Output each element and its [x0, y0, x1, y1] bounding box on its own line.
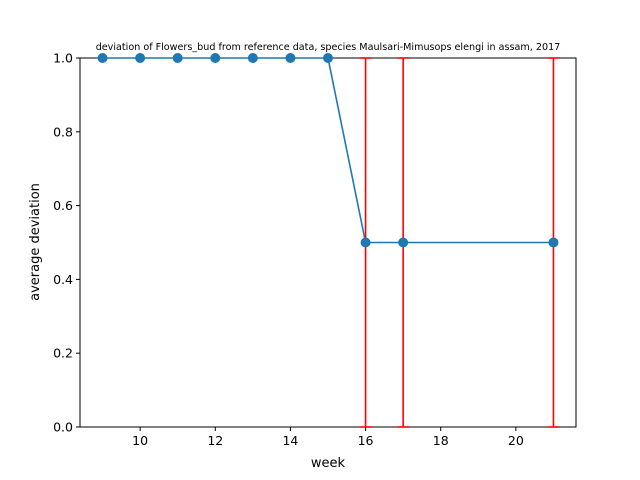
x-axis-label: week: [311, 456, 346, 471]
data-point: [247, 53, 258, 63]
y-tick-label: 1.0: [53, 51, 73, 66]
data-point: [210, 53, 221, 63]
x-tick-label: 10: [132, 433, 148, 448]
data-point: [172, 53, 183, 63]
y-tick-label: 0.0: [53, 420, 73, 435]
y-tick-label: 0.8: [53, 124, 73, 139]
plot-area: [79, 53, 577, 428]
x-tick-label: 20: [508, 433, 524, 448]
data-point: [398, 237, 409, 248]
series-line: [102, 57, 554, 244]
y-tick-label: 0.2: [53, 346, 73, 361]
data-point: [97, 53, 108, 63]
y-tick-label: 0.6: [53, 198, 73, 213]
data-point: [285, 53, 296, 63]
y-axis-ticks: 0.0 0.2 0.4 0.6 0.8 1.0: [53, 51, 80, 435]
y-axis-label: average deviation: [28, 183, 43, 301]
x-tick-label: 14: [282, 433, 298, 448]
chart-title: deviation of Flowers_bud from reference …: [96, 42, 561, 53]
x-axis-ticks: 10 12 14 16 18 20: [132, 427, 524, 448]
x-tick-label: 16: [358, 433, 374, 448]
data-point: [135, 53, 146, 63]
data-point: [323, 53, 333, 63]
data-point: [548, 237, 559, 248]
x-tick-label: 12: [207, 433, 223, 448]
x-tick-label: 18: [433, 433, 449, 448]
y-tick-label: 0.4: [53, 272, 73, 287]
data-point: [360, 237, 371, 248]
